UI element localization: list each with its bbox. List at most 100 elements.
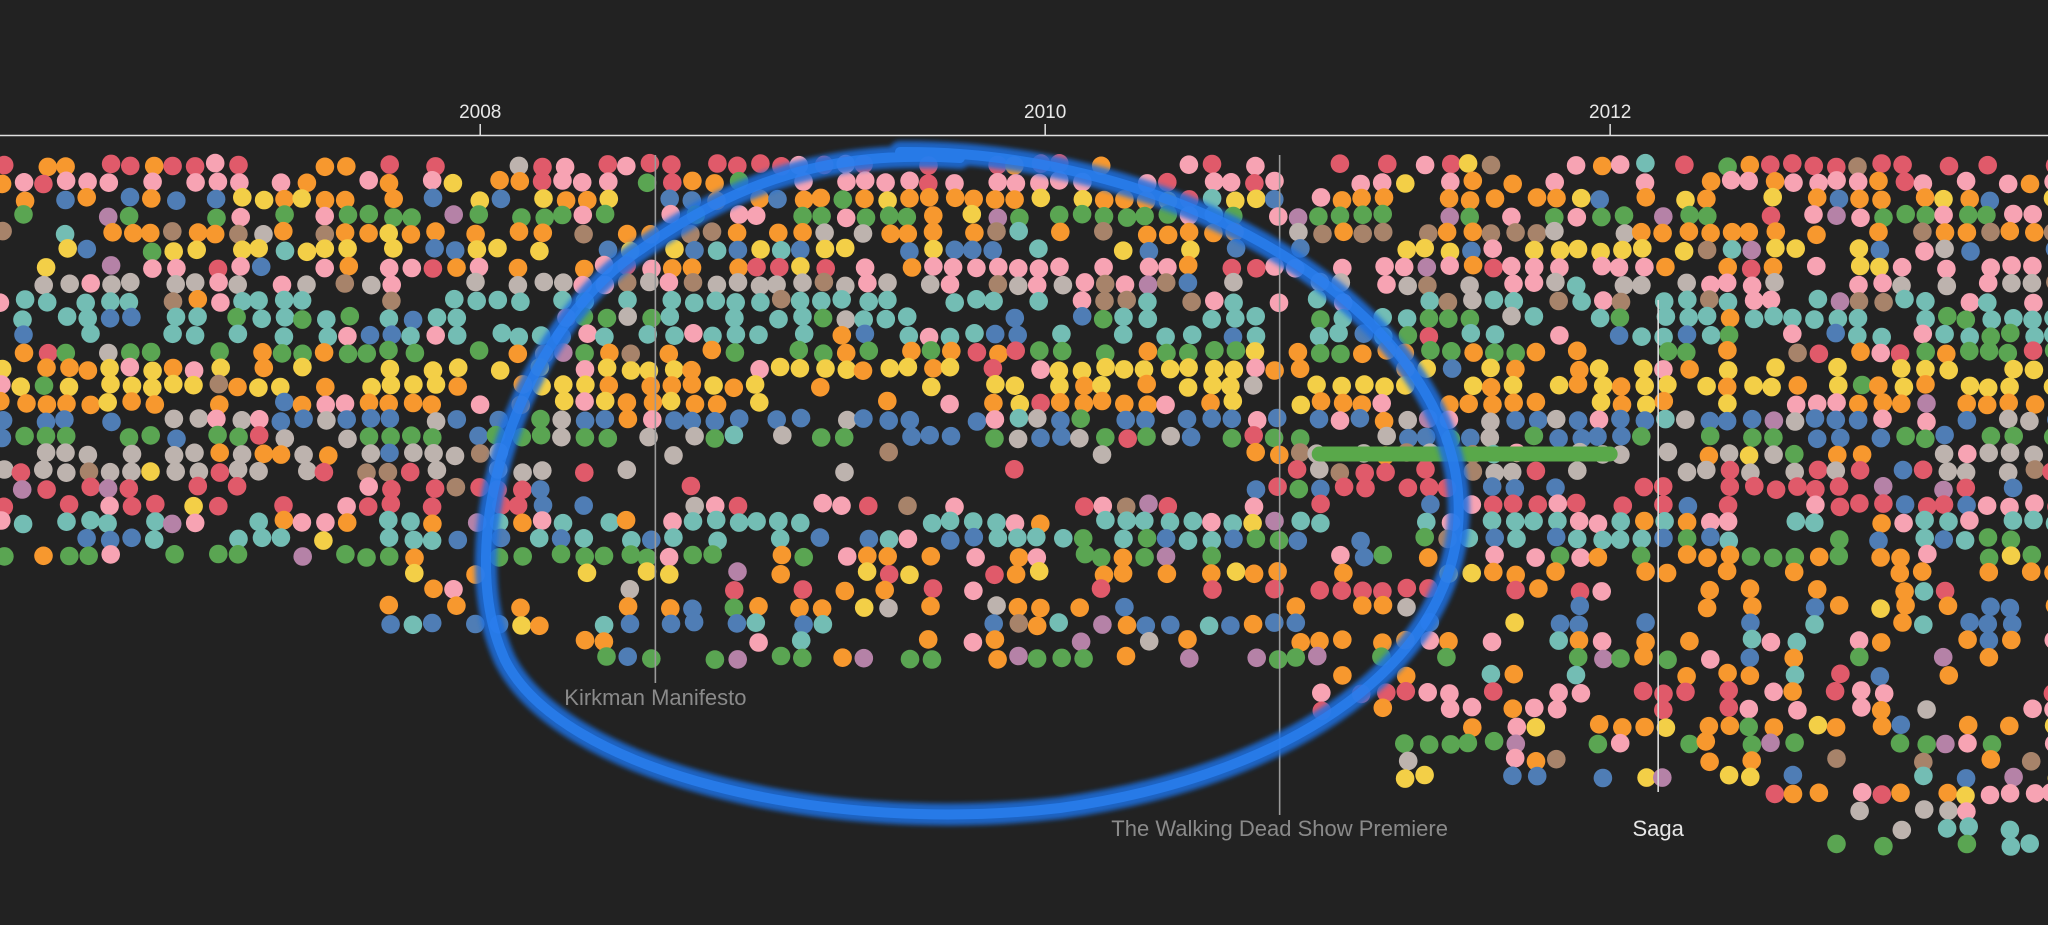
dot-754	[920, 275, 940, 294]
dot-65	[81, 324, 100, 343]
dot-964	[1156, 529, 1176, 548]
dot-604	[728, 562, 747, 581]
dot-1588	[1784, 562, 1804, 582]
dot-1664	[1852, 783, 1872, 802]
dot-1113	[1334, 563, 1353, 583]
dot-672	[811, 378, 830, 397]
dot-1507	[1719, 325, 1739, 345]
dot-1616	[1805, 615, 1824, 634]
dot-4	[0, 359, 12, 379]
dot-1257	[1481, 358, 1500, 378]
dot-903	[1096, 428, 1115, 447]
dot-1484	[1701, 326, 1721, 345]
dot-547	[660, 565, 679, 584]
dot-1662	[1851, 681, 1871, 700]
dot-1205	[1439, 189, 1459, 208]
dot-1850	[2020, 174, 2040, 194]
dot-909	[1091, 579, 1111, 598]
dot-375	[470, 395, 490, 415]
dot-1632	[1826, 461, 1846, 481]
dot-24	[12, 480, 32, 499]
dot-1738	[1914, 615, 1933, 634]
dot-153	[185, 443, 204, 463]
dot-110	[144, 156, 164, 176]
dot-1341	[1547, 699, 1567, 719]
dot-220	[271, 377, 290, 397]
dot-1776	[1956, 310, 1976, 330]
dot-1884	[2042, 463, 2048, 481]
dot-207	[249, 462, 268, 481]
dot-703	[859, 292, 878, 312]
dot-1137	[1373, 204, 1392, 224]
dot-1646	[1851, 208, 1870, 228]
dot-1134	[1378, 154, 1397, 174]
dot-1509	[1718, 361, 1738, 380]
dot-1744	[1939, 156, 1959, 176]
dot-1735	[1918, 544, 1937, 564]
dot-430	[533, 461, 552, 480]
dot-150	[184, 361, 204, 380]
dot-1322	[1545, 208, 1564, 227]
x-tick-label-1: 2010	[1024, 102, 1066, 123]
dot-361	[447, 410, 467, 429]
dot-1759	[1934, 495, 1954, 514]
dot-366	[447, 596, 466, 615]
dot-1791	[1958, 734, 1977, 753]
dot-45	[58, 239, 77, 258]
dot-228	[297, 173, 317, 193]
dot-236	[292, 395, 312, 415]
dot-714	[854, 648, 874, 668]
dot-1106	[1331, 344, 1350, 364]
dot-1523	[1719, 698, 1739, 717]
dot-1316	[1525, 698, 1544, 718]
dot-1108	[1333, 393, 1353, 413]
dot-793	[963, 633, 983, 652]
dot-1320	[1545, 172, 1564, 192]
dot-265	[340, 306, 360, 326]
dot-247	[315, 258, 335, 278]
dot-567	[683, 545, 702, 565]
dot-1518	[1719, 531, 1739, 551]
dot-844	[1027, 276, 1047, 295]
dot-1586	[1786, 512, 1806, 531]
dot-36	[36, 426, 56, 446]
dot-878	[1072, 291, 1092, 310]
dot-431	[531, 480, 550, 499]
dot-823	[1009, 276, 1028, 296]
dot-1525	[1719, 765, 1739, 785]
dot-206	[254, 444, 274, 464]
dot-1145	[1372, 394, 1391, 413]
dot-1719	[1916, 206, 1936, 225]
dot-297	[382, 291, 401, 311]
dot-1397	[1609, 326, 1629, 345]
dot-907	[1091, 548, 1111, 567]
dot-978	[1179, 358, 1198, 377]
dot-1767	[1938, 783, 1957, 803]
dot-98	[119, 292, 139, 312]
dot-1065	[1291, 395, 1311, 415]
dot-1864	[2025, 494, 2044, 513]
dot-1729	[1917, 412, 1936, 432]
dot-72	[77, 529, 96, 548]
dot-1687	[1871, 633, 1891, 652]
dot-1260	[1481, 412, 1500, 432]
dot-760	[922, 514, 942, 533]
dot-302	[381, 375, 401, 395]
dot-294	[384, 239, 403, 258]
dot-398	[509, 156, 529, 176]
dot-1444	[1658, 442, 1678, 462]
dot-1810	[1979, 443, 1998, 463]
dot-317	[402, 258, 422, 278]
dot-564	[681, 476, 701, 496]
dot-611	[746, 206, 766, 225]
dot-662	[811, 188, 831, 208]
dot-44	[55, 224, 75, 244]
dot-1628	[1827, 393, 1846, 412]
dot-159	[208, 172, 228, 192]
dot-1171	[1397, 598, 1416, 617]
dot-1078	[1313, 224, 1332, 244]
dot-1370	[1591, 242, 1610, 262]
dot-1527	[1739, 171, 1758, 191]
dot-185	[227, 307, 246, 327]
dot-501	[621, 361, 641, 380]
